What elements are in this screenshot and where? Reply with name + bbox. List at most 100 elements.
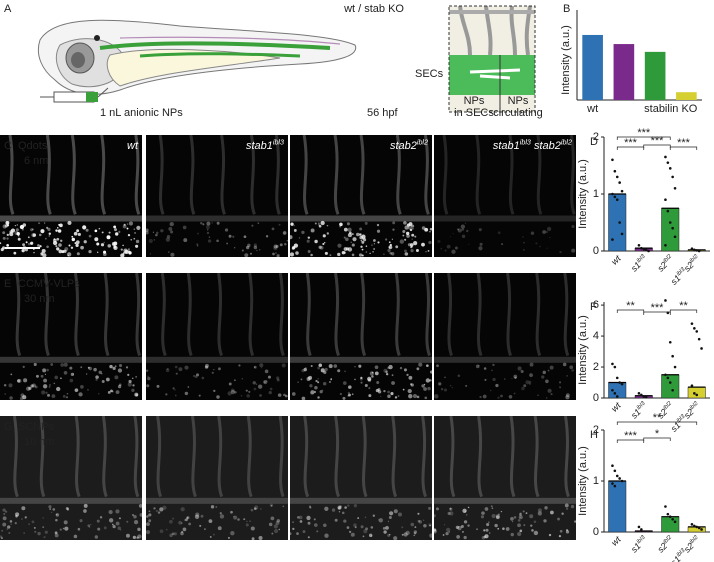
speckle (413, 534, 415, 537)
speckle (193, 374, 196, 378)
y-tick-label: 2 (593, 424, 599, 436)
speckle (218, 367, 221, 371)
micrograph (145, 415, 288, 541)
speckle (565, 395, 570, 400)
speckle (227, 536, 231, 539)
speckle (206, 221, 211, 226)
speckle (406, 234, 410, 238)
speckle (122, 224, 127, 229)
speckle (364, 221, 368, 225)
superscript: ibl3 (273, 139, 284, 147)
axial-vessel (434, 356, 576, 363)
speckle (424, 396, 428, 400)
speckle (170, 252, 175, 257)
speckle (444, 249, 447, 252)
superscript: ibl2 (689, 534, 700, 545)
speckle (137, 534, 142, 539)
nps-label: NPs (464, 95, 485, 107)
superscript: ibl3 (636, 253, 647, 264)
speckle (195, 512, 200, 517)
speckle (504, 378, 506, 380)
speckle (541, 375, 545, 379)
speckle (411, 233, 415, 237)
speckle (299, 520, 303, 523)
speckle (275, 252, 277, 254)
speckle (440, 247, 443, 250)
speckle (94, 237, 99, 242)
data-point (693, 248, 696, 252)
speckle (80, 366, 83, 369)
vessel (421, 415, 427, 498)
speckle (310, 228, 315, 233)
speckle (343, 227, 348, 232)
speckle (456, 535, 460, 539)
speckle (346, 222, 350, 226)
speckle (338, 507, 341, 510)
speckle (559, 385, 561, 388)
speckle (413, 532, 417, 535)
significance-label: *** (677, 137, 691, 149)
speckle (108, 518, 114, 523)
speckle (345, 237, 349, 242)
data-point (690, 384, 694, 387)
speckle (10, 228, 16, 233)
speckle (307, 249, 311, 253)
data-point (611, 192, 614, 196)
data-point (666, 209, 670, 213)
significance-label: *** (637, 127, 651, 139)
speckle (432, 528, 437, 532)
speckle (39, 245, 42, 248)
speckle (483, 367, 487, 370)
speckle (4, 224, 8, 228)
speckle (148, 519, 152, 523)
speckle (522, 236, 524, 238)
speckle (491, 507, 494, 509)
data-point (664, 373, 667, 377)
speckle (76, 252, 80, 256)
speckle (252, 381, 256, 385)
speckle (62, 527, 65, 530)
speckle (65, 506, 69, 510)
axial-vessel (146, 497, 288, 504)
speckle (303, 367, 307, 372)
speckle (517, 523, 521, 528)
speckle (462, 508, 467, 513)
bar (608, 480, 627, 533)
speckle (491, 369, 493, 372)
speckle (519, 512, 522, 515)
speckle (561, 512, 564, 515)
speckle (492, 377, 496, 382)
speckle (466, 229, 469, 233)
speckle (364, 383, 368, 387)
speckle (47, 227, 51, 232)
speckle (544, 506, 548, 510)
speckle (2, 236, 6, 240)
speckle (409, 383, 413, 386)
speckle (411, 238, 413, 240)
x-tick-label: wt (609, 534, 623, 548)
superscript: ibl3 (676, 547, 687, 558)
speckle (339, 225, 342, 228)
speckle (546, 226, 552, 232)
speckle (550, 393, 553, 396)
speckle (292, 245, 296, 250)
speckle (255, 383, 258, 385)
speckle (324, 251, 328, 255)
speckle (390, 252, 395, 256)
speckle (230, 510, 233, 514)
data-point (618, 381, 621, 384)
speckle (127, 373, 130, 376)
speckle (258, 536, 263, 541)
data-point (613, 195, 617, 199)
speckle (209, 536, 212, 538)
micrograph (0, 415, 144, 540)
speckle (133, 237, 136, 240)
data-point (668, 515, 672, 518)
speckle (365, 251, 368, 253)
speckle (149, 253, 152, 255)
vessel (103, 272, 110, 357)
speckle (403, 532, 408, 537)
significance-bracket (643, 311, 671, 315)
speckle (510, 532, 514, 537)
